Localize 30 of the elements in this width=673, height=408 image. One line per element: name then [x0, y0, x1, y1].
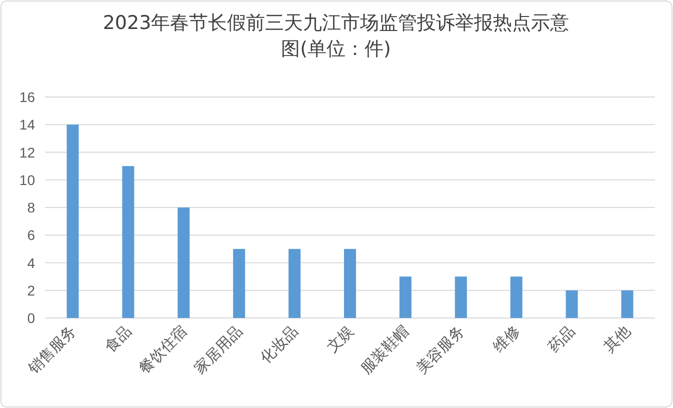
bar — [566, 290, 578, 318]
bar — [344, 248, 356, 318]
y-tick-label: 6 — [27, 227, 36, 244]
x-tick-label: 化妆品 — [256, 322, 302, 367]
x-tick-label: 其他 — [600, 322, 634, 356]
bar — [66, 124, 79, 318]
bar — [621, 290, 634, 318]
chart-title: 2023年春节长假前三天九江市场监管投诉举报热点示意图(单位：件) — [102, 11, 570, 62]
x-tick-label: 家居用品 — [190, 322, 246, 378]
bar — [454, 276, 467, 318]
bar — [233, 248, 246, 318]
bar — [122, 166, 134, 318]
y-tick-label: 2 — [27, 282, 36, 298]
x-tick-label: 维修 — [489, 322, 524, 356]
y-tick-label: 8 — [27, 200, 36, 216]
x-tick-label: 药品 — [544, 322, 579, 356]
y-tick-label: 4 — [27, 254, 36, 271]
x-tick-label: 美容服务 — [412, 322, 468, 378]
bar — [288, 248, 301, 318]
bar — [178, 208, 190, 318]
y-tick-label: 16 — [19, 89, 36, 105]
x-tick-label: 服装鞋帽 — [357, 322, 412, 378]
x-tick-label: 餐饮住宿 — [135, 322, 190, 378]
y-tick-label: 14 — [19, 116, 36, 133]
bar — [399, 276, 412, 318]
y-tick-label: 10 — [19, 172, 36, 188]
x-tick-label: 文娱 — [322, 322, 357, 356]
bar — [510, 276, 522, 318]
y-tick-label: 12 — [19, 144, 36, 160]
x-tick-label: 食品 — [101, 322, 136, 356]
